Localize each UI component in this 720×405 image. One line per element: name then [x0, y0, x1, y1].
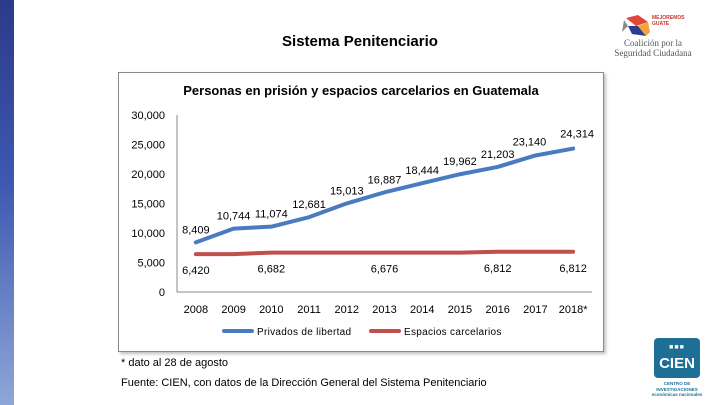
- data-point-espacios: [345, 251, 349, 255]
- series-lines: [193, 146, 576, 257]
- y-tick-label: 30,000: [131, 110, 165, 122]
- data-label-espacios: 6,420: [182, 265, 210, 277]
- data-point-espacios: [194, 252, 198, 256]
- x-tick-label: 2008: [184, 304, 208, 316]
- data-point-espacios: [496, 250, 500, 254]
- left-accent-bar: [0, 0, 14, 405]
- data-point-privados: [496, 165, 500, 169]
- cien-logo: ■■■ CIEN CENTRO DE INVESTIGACIONES econó…: [644, 338, 710, 398]
- data-point-espacios: [232, 252, 236, 256]
- y-tick-label: 0: [159, 287, 165, 299]
- y-tick-label: 25,000: [131, 140, 165, 152]
- data-label-espacios: 6,682: [258, 264, 286, 276]
- data-point-espacios: [420, 251, 424, 255]
- source-note: Fuente: CIEN, con datos de la Dirección …: [121, 377, 487, 389]
- data-point-privados: [269, 225, 273, 229]
- data-point-espacios: [458, 251, 462, 255]
- cien-subtitle-line-2: económicas nacionales: [651, 392, 703, 397]
- x-tick-labels: 2008 2009 2010 2011 2012 2013 2014 2015 2016 2017…: [184, 304, 589, 316]
- footnote: * dato al 28 de agosto: [121, 357, 229, 369]
- cien-logo-mark: ■■■ CIEN: [654, 338, 700, 378]
- data-label-espacios: 6,676: [371, 264, 399, 276]
- chart-axes: [176, 115, 592, 293]
- x-tick-label: 2015: [448, 304, 472, 316]
- data-point-privados: [307, 215, 311, 219]
- legend-label-espacios: Espacios carcelarios: [404, 327, 502, 338]
- data-point-espacios: [307, 251, 311, 255]
- y-tick-label: 10,000: [131, 228, 165, 240]
- data-point-privados: [232, 227, 236, 231]
- data-point-espacios: [383, 251, 386, 255]
- x-tick-label: 2009: [221, 304, 245, 316]
- data-point-espacios: [571, 250, 575, 254]
- y-tick-label: 15,000: [131, 199, 165, 211]
- series-line-privados: [193, 146, 576, 245]
- x-tick-label: 2011: [297, 304, 321, 316]
- coalicion-logo-mark: MEJOREMOS GUATE: [608, 14, 698, 38]
- cien-dots-icon: ■■■: [669, 344, 685, 351]
- data-label-privados: 15,013: [330, 185, 364, 197]
- data-labels: 8,409 10,744 11,074 12,681 15,013 16,88718,44…: [182, 129, 594, 278]
- coalicion-logo: MEJOREMOS GUATE Coalición por la Segurid…: [608, 14, 698, 58]
- data-label-privados: 12,681: [292, 199, 326, 211]
- data-label-privados: 8,409: [182, 224, 210, 236]
- data-label-privados: 21,203: [481, 149, 515, 161]
- coalicion-small-line-2: GUATE: [652, 21, 670, 27]
- slide-title: Sistema Penitenciario: [282, 33, 438, 50]
- data-label-privados: 24,314: [560, 129, 594, 141]
- cien-name: CIEN: [659, 355, 695, 372]
- legend-label-privados: Privados de libertad: [257, 327, 351, 338]
- data-point-espacios: [269, 251, 273, 255]
- x-tick-label: 2012: [335, 304, 359, 316]
- chart-legend: Privados de libertad Espacios carcelarios: [222, 327, 502, 338]
- data-point-privados: [194, 240, 198, 244]
- data-label-privados: 10,744: [217, 211, 251, 223]
- coalicion-emblem-icon: [622, 15, 650, 36]
- data-label-espacios: 6,812: [559, 263, 587, 275]
- x-tick-label: 2010: [259, 304, 283, 316]
- data-label-privados: 18,444: [405, 165, 439, 177]
- data-point-espacios: [533, 250, 537, 254]
- data-point-privados: [533, 153, 537, 157]
- x-tick-label: 2014: [410, 304, 434, 316]
- y-tick-labels: 0 5,000 10,000 15,000 20,000 25,000 30,000: [131, 110, 165, 299]
- data-point-privados: [345, 201, 349, 205]
- data-label-privados: 23,140: [513, 136, 547, 148]
- cien-subtitle-line-1: CENTRO DE INVESTIGACIONES: [656, 381, 698, 392]
- x-tick-label: 2018*: [559, 304, 588, 316]
- data-point-privados: [571, 147, 575, 151]
- cien-subtitle: CENTRO DE INVESTIGACIONES económicas nac…: [644, 381, 710, 398]
- data-label-privados: 11,074: [255, 209, 288, 221]
- data-point-privados: [458, 172, 462, 176]
- x-tick-label: 2017: [523, 304, 547, 316]
- line-chart: Personas en prisión y espacios carcelari…: [131, 83, 594, 338]
- y-tick-label: 5,000: [137, 258, 165, 270]
- data-point-privados: [420, 181, 424, 185]
- coalicion-line-2: Seguridad Ciudadana: [614, 48, 692, 58]
- y-tick-label: 20,000: [131, 169, 165, 181]
- coalicion-small-text: MEJOREMOS GUATE: [652, 15, 685, 27]
- coalicion-line-1: Coalición por la: [624, 38, 682, 48]
- coalicion-small-line-1: MEJOREMOS: [652, 15, 685, 21]
- x-tick-label: 2016: [485, 304, 509, 316]
- data-point-privados: [383, 190, 386, 194]
- data-label-espacios: 6,812: [484, 263, 512, 275]
- x-tick-label: 2013: [372, 304, 396, 316]
- chart-container: Personas en prisión y espacios carcelari…: [118, 72, 604, 352]
- chart-title: Personas en prisión y espacios carcelari…: [183, 83, 539, 98]
- data-label-privados: 19,962: [443, 156, 477, 168]
- data-label-privados: 16,887: [368, 174, 402, 186]
